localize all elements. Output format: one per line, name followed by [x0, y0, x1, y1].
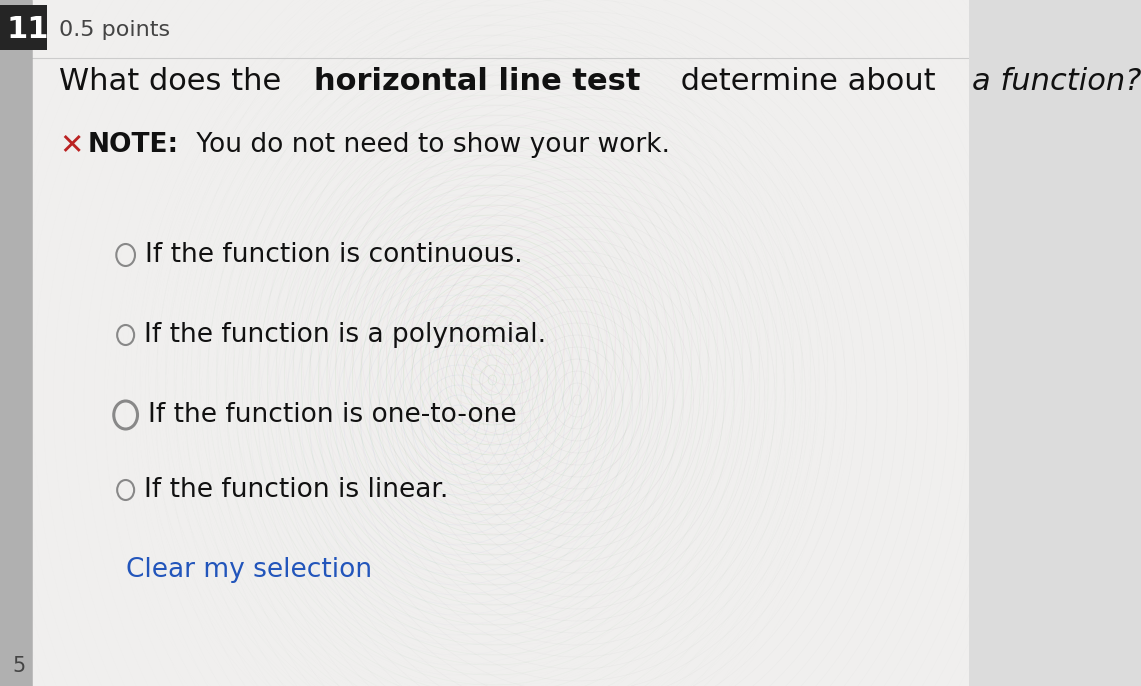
FancyBboxPatch shape — [0, 5, 47, 50]
Text: a function?: a function? — [972, 67, 1141, 97]
Text: NOTE:: NOTE: — [88, 132, 179, 158]
Text: If the function is a polynomial.: If the function is a polynomial. — [144, 322, 547, 348]
Text: 11: 11 — [7, 16, 49, 45]
FancyBboxPatch shape — [0, 0, 32, 686]
Text: Clear my selection: Clear my selection — [126, 557, 372, 583]
Text: 5: 5 — [11, 656, 25, 676]
Text: What does the: What does the — [59, 67, 291, 97]
Text: ✕: ✕ — [59, 131, 83, 159]
Text: 0.5 points: 0.5 points — [59, 20, 170, 40]
Text: horizontal line test: horizontal line test — [314, 67, 640, 97]
Text: If the function is one-to-one: If the function is one-to-one — [147, 402, 517, 428]
Text: If the function is linear.: If the function is linear. — [144, 477, 448, 503]
Text: You do not need to show your work.: You do not need to show your work. — [187, 132, 670, 158]
Text: determine about: determine about — [671, 67, 946, 97]
Text: If the function is continuous.: If the function is continuous. — [145, 242, 523, 268]
FancyBboxPatch shape — [32, 0, 969, 686]
